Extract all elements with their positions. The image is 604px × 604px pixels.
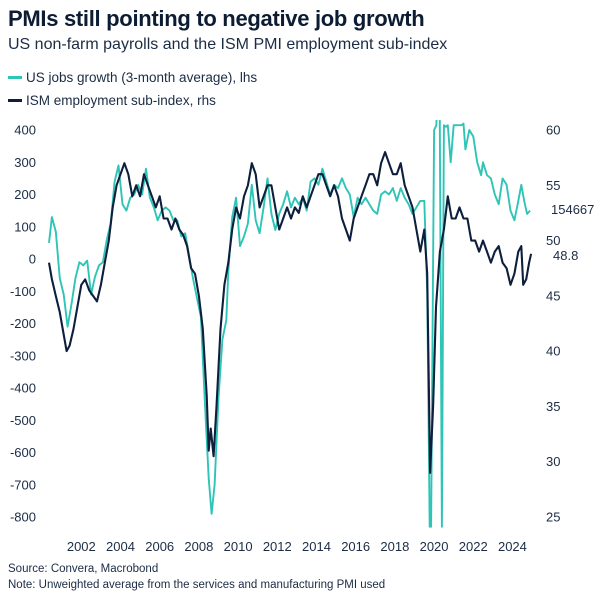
- ism-employment-line: [47, 151, 533, 474]
- x-tick-label: 2008: [184, 539, 213, 554]
- x-tick-label: 2014: [302, 539, 331, 554]
- x-tick-label: 2002: [67, 539, 96, 554]
- y-right-tick-label: 45: [546, 288, 560, 303]
- x-tick-label: 2018: [380, 539, 409, 554]
- y-left-tick-label: 200: [14, 187, 36, 202]
- tick-layer: -800 -700 -600 -500 -400 -300 -200 -100 0 100 200 3…: [10, 123, 561, 555]
- series-layer: [47, 120, 533, 528]
- legend-label-jobs: US jobs growth (3-month average), lhs: [26, 70, 258, 85]
- y-left-tick-label: -800: [10, 510, 36, 525]
- ism-end-label: 48.8: [553, 248, 578, 263]
- x-tick-label: 2020: [420, 539, 449, 554]
- y-left-tick-label: 100: [14, 219, 36, 234]
- y-left-tick-label: -700: [10, 477, 36, 492]
- y-left-tick-label: -100: [10, 284, 36, 299]
- y-right-tick-label: 55: [546, 178, 560, 193]
- y-left-tick-label: -400: [10, 381, 36, 396]
- y-right-tick-label: 60: [546, 123, 560, 138]
- source-note: Source: Convera, Macrobond: [8, 563, 159, 575]
- x-tick-label: 2022: [459, 539, 488, 554]
- jobs-end-label: 154667: [551, 202, 594, 217]
- y-left-tick-label: -200: [10, 316, 36, 331]
- y-right-tick-label: 40: [546, 344, 560, 359]
- y-right-tick-label: 25: [546, 510, 560, 525]
- x-tick-label: 2024: [498, 539, 527, 554]
- legend-label-ism: ISM employment sub-index, rhs: [26, 93, 216, 108]
- y-left-tick-label: 300: [14, 155, 36, 170]
- y-right-tick-label: 50: [546, 233, 560, 248]
- x-tick-label: 2006: [145, 539, 174, 554]
- footnote: Note: Unweighted average from the servic…: [8, 579, 386, 591]
- legend-swatch-jobs: [8, 76, 22, 79]
- y-right-tick-label: 35: [546, 399, 560, 414]
- legend-swatch-ism: [8, 99, 22, 102]
- y-left-tick-label: 400: [14, 123, 36, 138]
- chart-title: PMIs still pointing to negative job grow…: [8, 6, 425, 31]
- y-left-tick-label: -600: [10, 445, 36, 460]
- jobs-growth-line: [48, 120, 531, 528]
- annotation-layer: 154667 48.8: [551, 202, 594, 263]
- y-left-tick-label: 0: [29, 252, 36, 267]
- y-right-tick-label: 30: [546, 454, 560, 469]
- legend-item-jobs: US jobs growth (3-month average), lhs: [8, 70, 257, 85]
- y-left-tick-label: -300: [10, 348, 36, 363]
- chart-subtitle: US non-farm payrolls and the ISM PMI emp…: [8, 36, 448, 53]
- x-tick-label: 2012: [263, 539, 292, 554]
- x-tick-label: 2010: [224, 539, 253, 554]
- legend-item-ism: ISM employment sub-index, rhs: [8, 93, 216, 108]
- x-tick-label: 2016: [341, 539, 370, 554]
- x-tick-label: 2004: [106, 539, 135, 554]
- y-left-tick-label: -500: [10, 413, 36, 428]
